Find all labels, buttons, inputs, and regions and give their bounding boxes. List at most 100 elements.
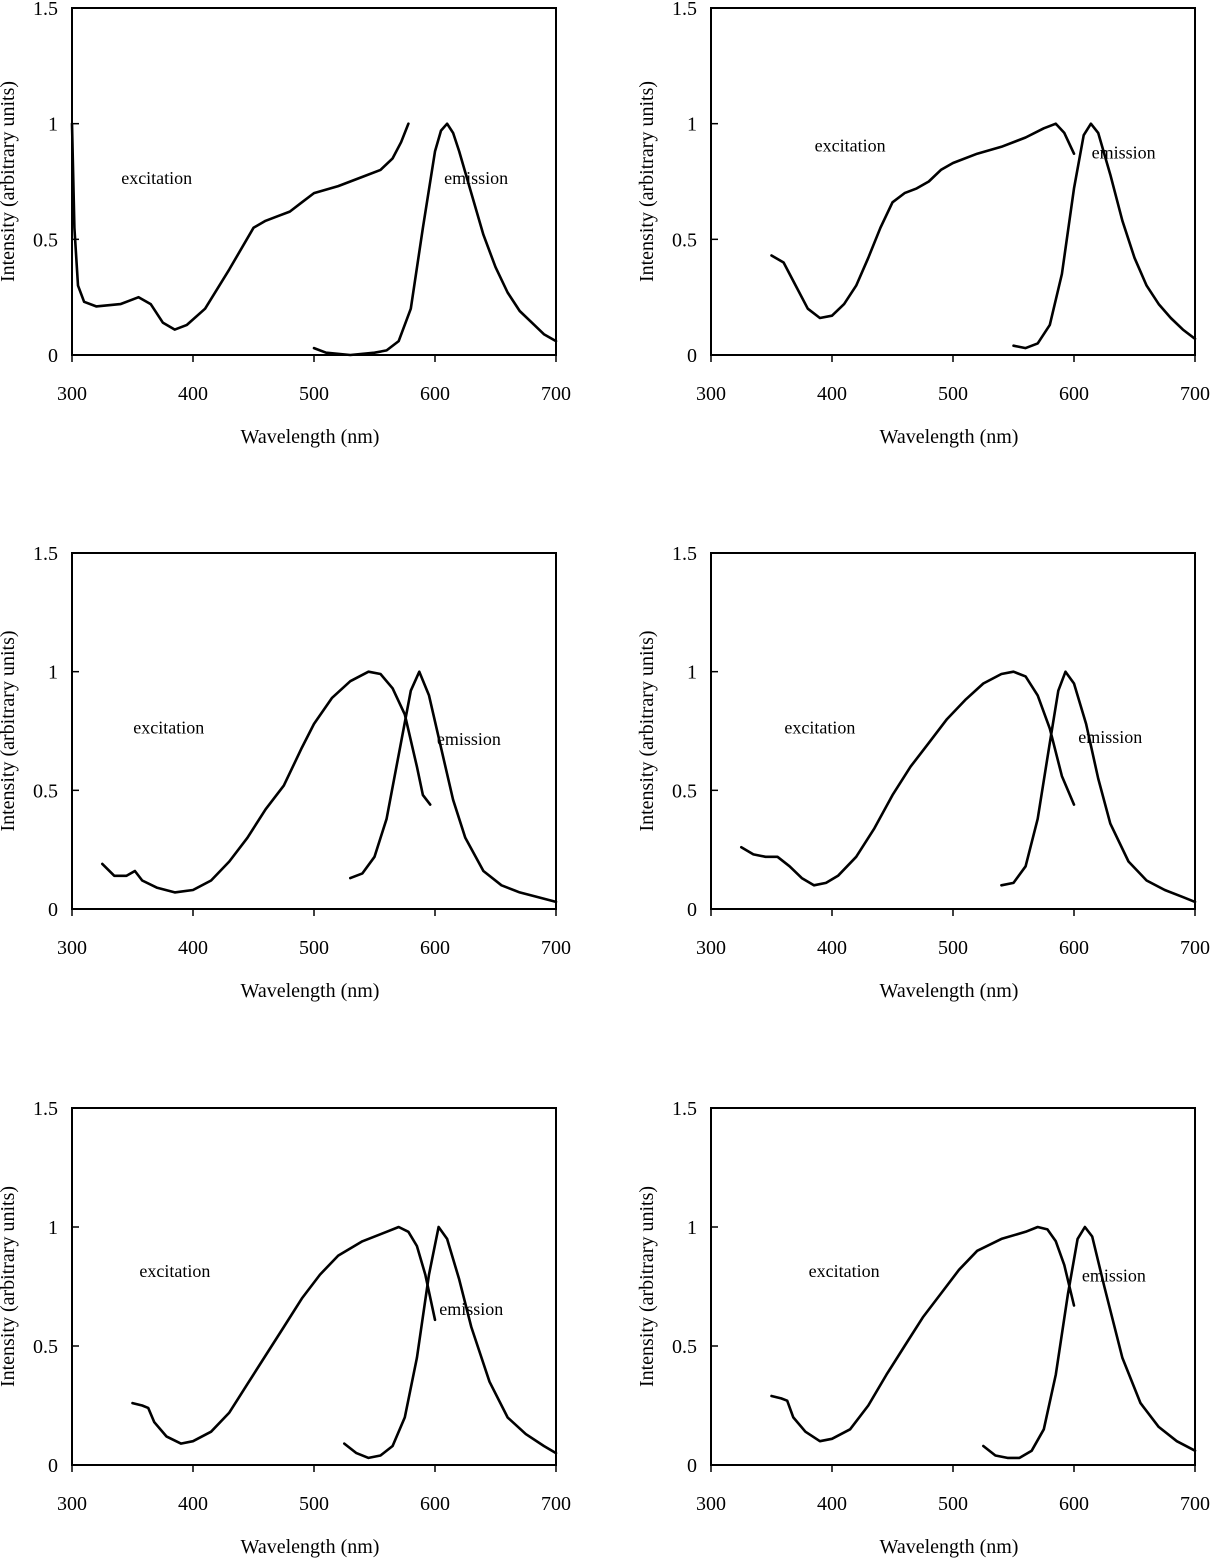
x-tick-label: 500 [299,1493,329,1515]
x-tick-label: 600 [1059,383,1089,405]
y-axis-label: Intensity (arbitrary units) [0,1186,19,1387]
emission-curve [349,670,558,904]
x-axis-label: Wavelength (nm) [241,980,380,1002]
y-tick-label: 1 [687,1217,697,1239]
y-tick-label: 0.5 [33,1336,58,1358]
x-tick-label: 700 [1180,937,1210,959]
x-tick-label: 400 [817,383,847,405]
x-tick-label: 300 [57,1493,87,1515]
y-tick-label: 1 [48,1217,58,1239]
emission-curve [343,1225,558,1460]
y-tick-label: 0.5 [672,229,697,251]
emission-label: emission [444,168,508,188]
y-tick-label: 1.5 [672,0,697,20]
excitation-label: excitation [815,135,886,155]
x-tick-label: 700 [541,1493,571,1515]
x-tick-label: 600 [1059,1493,1089,1515]
x-tick-label: 300 [696,1493,726,1515]
x-tick-label: 300 [57,937,87,959]
x-tick-label: 700 [541,937,571,959]
plot-frame [71,1107,557,1466]
excitation-label: excitation [139,1261,210,1281]
chart-panel: 300 400 500 600 700 0 0.5 1 1.5 Wavelength (nm) In… [0,1098,571,1558]
excitation-label: excitation [809,1261,880,1281]
excitation-curve [770,122,1076,320]
x-tick-label: 300 [57,383,87,405]
chart-panel: 300 400 500 600 700 0 0.5 1 1.5 Wavelength (nm) In… [636,1098,1210,1558]
y-tick-label: 1 [48,114,58,136]
y-tick-label: 0 [48,899,58,921]
y-tick-label: 0 [48,345,58,367]
y-tick-label: 1 [687,114,697,136]
x-tick-label: 500 [938,383,968,405]
y-tick-label: 1.5 [672,1098,697,1120]
emission-label: emission [439,1299,503,1319]
emission-curve [1012,122,1197,350]
excitation-label: excitation [133,717,204,737]
excitation-curve [131,1225,437,1445]
x-axis-label: Wavelength (nm) [880,426,1019,448]
x-tick-label: 500 [299,383,329,405]
x-axis-label: Wavelength (nm) [880,980,1019,1002]
x-axis-label: Wavelength (nm) [241,1536,380,1558]
emission-curve [1000,670,1197,904]
emission-curve [982,1225,1197,1460]
y-tick-label: 1.5 [33,0,58,20]
y-tick-label: 1.5 [33,1098,58,1120]
x-tick-label: 700 [1180,1493,1210,1515]
x-axis-label: Wavelength (nm) [880,1536,1019,1558]
y-tick-label: 1 [687,662,697,684]
emission-curve [312,122,558,357]
emission-label: emission [1082,1266,1146,1286]
x-tick-label: 600 [1059,937,1089,959]
x-tick-label: 500 [938,1493,968,1515]
x-tick-label: 700 [1180,383,1210,405]
x-tick-label: 400 [817,937,847,959]
x-tick-label: 400 [178,383,208,405]
y-axis-label: Intensity (arbitrary units) [0,81,19,282]
x-tick-label: 300 [696,937,726,959]
x-tick-label: 700 [541,383,571,405]
x-tick-label: 500 [299,937,329,959]
y-tick-label: 0 [687,1455,697,1477]
emission-label: emission [1092,142,1156,162]
x-tick-label: 400 [817,1493,847,1515]
y-tick-label: 0 [687,899,697,921]
y-tick-label: 1.5 [672,543,697,565]
y-axis-label: Intensity (arbitrary units) [636,630,658,831]
y-tick-label: 0.5 [33,780,58,802]
y-tick-label: 0.5 [672,780,697,802]
excitation-curve [770,1225,1076,1443]
excitation-curve [70,122,410,331]
chart-panel: 300 400 500 600 700 0 0.5 1 1.5 Wavelength (nm) In… [636,0,1210,448]
y-axis-label: Intensity (arbitrary units) [0,630,19,831]
y-tick-label: 0.5 [33,229,58,251]
y-axis-label: Intensity (arbitrary units) [636,81,658,282]
chart-panel: 300 400 500 600 700 0 0.5 1 1.5 Wavelength (nm) In… [0,543,571,1002]
excitation-label: excitation [121,168,192,188]
x-axis-label: Wavelength (nm) [241,426,380,448]
emission-label: emission [437,729,501,749]
plot-frame [710,1107,1196,1466]
x-tick-label: 300 [696,383,726,405]
y-axis-label: Intensity (arbitrary units) [636,1186,658,1387]
excitation-label: excitation [784,717,855,737]
x-tick-label: 600 [420,1493,450,1515]
x-tick-label: 600 [420,937,450,959]
y-tick-label: 1.5 [33,543,58,565]
x-tick-label: 600 [420,383,450,405]
x-tick-label: 400 [178,937,208,959]
emission-label: emission [1078,727,1142,747]
plot-frame [710,7,1196,356]
chart-panel: 300 400 500 600 700 0 0.5 1 1.5 Wavelength (nm) In… [0,0,571,448]
chart-panel: 300 400 500 600 700 0 0.5 1 1.5 Wavelength (nm) In… [636,543,1210,1002]
y-tick-label: 0 [687,345,697,367]
x-tick-label: 400 [178,1493,208,1515]
excitation-curve [740,670,1076,887]
x-tick-label: 500 [938,937,968,959]
excitation-curve [101,670,432,894]
y-tick-label: 0 [48,1455,58,1477]
y-tick-label: 0.5 [672,1336,697,1358]
y-tick-label: 1 [48,662,58,684]
